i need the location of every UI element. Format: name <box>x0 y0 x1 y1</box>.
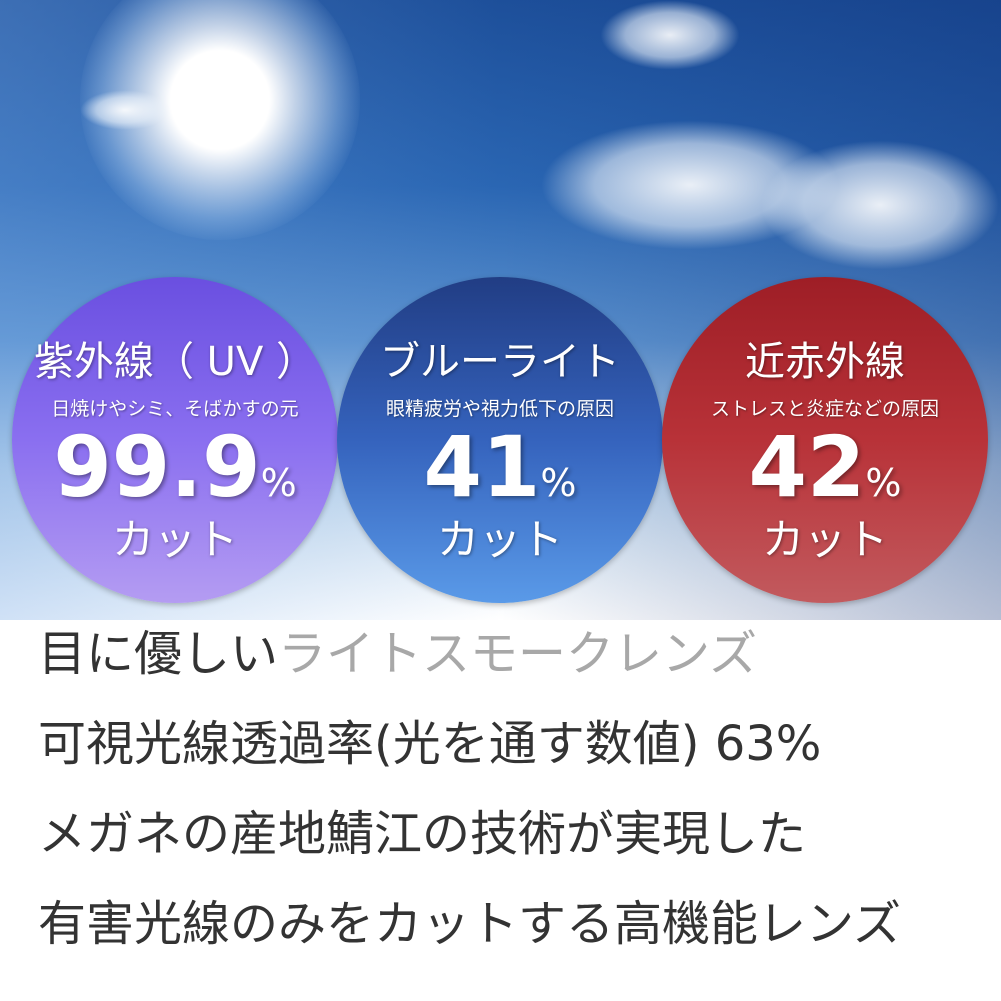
cloud <box>760 140 1000 270</box>
circle-percent: 42% <box>748 418 902 516</box>
headline-line-1: 目に優しいライトスモークレンズ <box>38 624 757 684</box>
circle-subtitle: ストレスと炎症などの原因 <box>710 398 939 420</box>
lens-name: ライトスモークレンズ <box>278 626 758 682</box>
circle-cut-label: カット <box>111 515 238 564</box>
circle-percent: 99.9% <box>53 418 297 516</box>
circle-title: ブルーライト <box>380 339 620 385</box>
circle-subtitle: 日焼けやシミ、そばかすの元 <box>51 398 299 420</box>
circle-percent: 41% <box>423 418 577 516</box>
cloud <box>600 0 740 70</box>
blue-light-circle: ブルーライト 眼精疲労や視力低下の原因 41% カット <box>337 277 663 603</box>
headline-line-3: メガネの産地鯖江の技術が実現した <box>38 806 807 862</box>
headline-line-2: 可視光線透過率(光を通す数値) 63% <box>38 716 822 772</box>
near-infrared-circle: 近赤外線 ストレスと炎症などの原因 42% カット <box>662 277 988 603</box>
headline-text: 目に優しい <box>38 626 279 682</box>
circle-title: 近赤外線 <box>745 339 905 385</box>
circle-cut-label: カット <box>436 515 563 564</box>
circle-subtitle: 眼精疲労や視力低下の原因 <box>385 398 614 420</box>
cloud <box>80 90 170 130</box>
headline-line-4: 有害光線のみをカットする高機能レンズ <box>38 896 902 952</box>
circle-title: 紫外線（ UV ） <box>33 339 317 385</box>
circle-cut-label: カット <box>761 515 888 564</box>
uv-circle: 紫外線（ UV ） 日焼けやシミ、そばかすの元 99.9% カット <box>12 277 338 603</box>
